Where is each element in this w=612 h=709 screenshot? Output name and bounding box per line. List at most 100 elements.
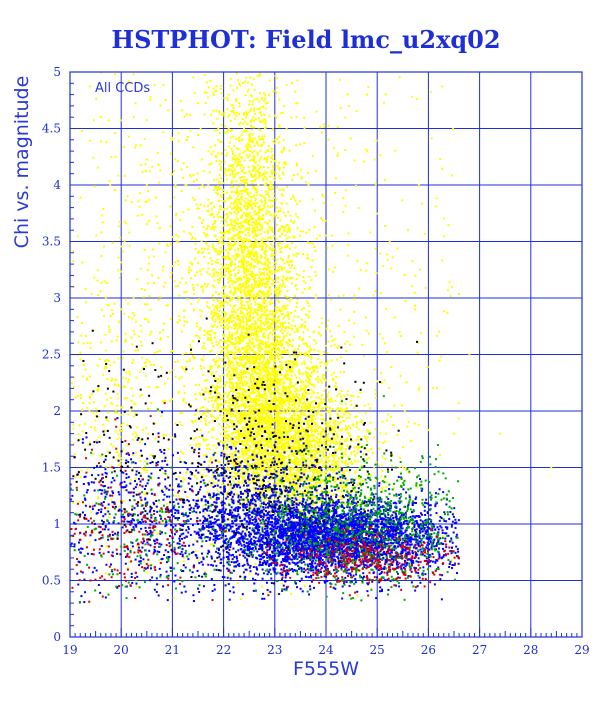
data-point [277, 397, 280, 400]
data-point [270, 415, 273, 418]
data-point [287, 391, 290, 394]
data-point [265, 250, 268, 253]
data-point [234, 266, 237, 269]
series-0 [70, 71, 553, 601]
data-point [231, 383, 234, 386]
data-point [268, 274, 271, 277]
data-point [252, 408, 255, 411]
data-point [276, 422, 279, 425]
data-point [285, 411, 288, 414]
data-point [254, 502, 257, 505]
data-point [300, 325, 303, 328]
data-point [232, 464, 235, 467]
data-point [194, 393, 197, 396]
data-point [326, 352, 329, 355]
data-point [195, 334, 198, 337]
data-point [237, 225, 240, 228]
data-point [215, 318, 218, 321]
data-point [260, 144, 263, 147]
data-point [287, 447, 290, 450]
data-point [232, 145, 235, 148]
data-point [253, 451, 256, 454]
data-point [267, 373, 270, 376]
data-point [236, 240, 239, 243]
data-point [253, 352, 256, 355]
data-point [238, 441, 241, 444]
data-point [271, 531, 274, 534]
data-point [269, 354, 272, 357]
data-point [233, 343, 236, 346]
data-point [232, 310, 235, 313]
data-point [235, 368, 238, 371]
data-point [246, 222, 249, 225]
data-point [234, 336, 237, 339]
data-point [241, 138, 244, 141]
data-point [211, 311, 214, 314]
data-point [247, 252, 250, 255]
data-point [281, 362, 284, 365]
data-point [283, 105, 286, 108]
data-point [229, 316, 232, 319]
data-point [288, 354, 291, 357]
data-point [244, 346, 247, 349]
data-point [230, 128, 233, 131]
data-point [301, 397, 304, 400]
data-point [230, 104, 233, 107]
data-point [302, 429, 305, 432]
data-point [230, 261, 233, 264]
data-point [296, 354, 299, 357]
data-point [236, 254, 239, 257]
data-point [285, 202, 288, 205]
data-point [281, 439, 284, 442]
data-point [316, 406, 319, 409]
data-point [240, 420, 243, 423]
data-point [243, 245, 246, 248]
data-point [258, 221, 261, 224]
data-point [315, 492, 318, 495]
data-point [245, 421, 248, 424]
data-point [306, 417, 309, 420]
data-point [260, 208, 263, 211]
data-point [255, 170, 258, 173]
data-point [285, 421, 288, 424]
data-point [294, 491, 297, 494]
data-point [259, 428, 262, 431]
data-point [266, 428, 269, 431]
data-point [276, 77, 279, 80]
data-point [266, 230, 269, 233]
data-point [234, 436, 237, 439]
data-point [231, 423, 234, 426]
data-point [273, 330, 276, 333]
data-point [308, 419, 311, 422]
data-point [327, 340, 330, 343]
data-point [229, 270, 232, 273]
data-point [254, 265, 257, 268]
data-point [254, 301, 257, 304]
data-point [218, 211, 221, 214]
data-point [231, 461, 234, 464]
data-point [218, 160, 221, 163]
data-point [282, 283, 285, 286]
data-point [288, 389, 291, 392]
data-point [299, 372, 302, 375]
data-point [203, 391, 206, 394]
data-point [234, 415, 237, 418]
data-point [259, 254, 262, 257]
data-point [229, 258, 232, 261]
data-point [287, 344, 290, 347]
data-point [244, 405, 247, 408]
data-point [245, 464, 248, 467]
data-point [225, 381, 228, 384]
data-point [235, 100, 238, 103]
data-point [263, 420, 266, 423]
data-point [290, 459, 293, 462]
data-point [171, 138, 174, 141]
data-point [246, 311, 249, 314]
data-point [298, 404, 301, 407]
data-point [309, 286, 312, 289]
data-point [342, 455, 345, 458]
data-point [292, 421, 295, 424]
data-point [295, 302, 298, 305]
data-point [185, 166, 188, 169]
data-point [294, 309, 297, 312]
